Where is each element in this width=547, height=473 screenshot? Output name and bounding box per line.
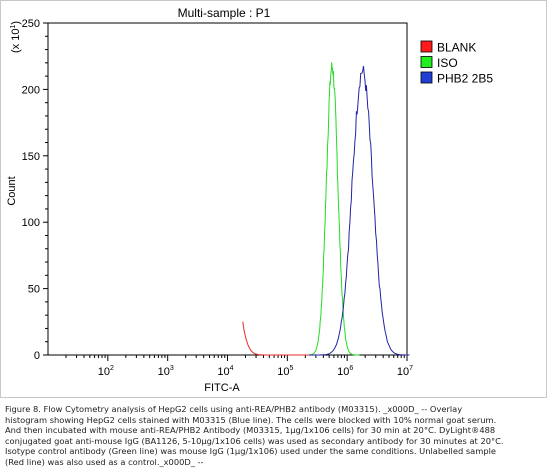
figure-caption: Figure 8. Flow Cytometry analysis of Hep… — [5, 404, 504, 467]
legend-swatch — [420, 71, 433, 84]
legend-label: PHB2 2B5 — [437, 72, 493, 86]
histogram-chart: Multi-sample : P1 (x 101) Count 0 50 100 15… — [6, 6, 493, 394]
y-axis-label: Count — [6, 176, 18, 205]
chart-title: Multi-sample : P1 — [178, 6, 271, 20]
y-tick-label: 0 — [34, 350, 40, 362]
x-axis-label: FITC-A — [204, 382, 240, 394]
x-tick-label: 106 — [337, 365, 353, 378]
y-tick-label: 250 — [22, 18, 40, 30]
series-line-phb2-2b5 — [309, 65, 410, 356]
x-tick-label: 104 — [217, 365, 233, 378]
plot-frame — [47, 22, 408, 356]
legend-swatch — [420, 56, 433, 68]
x-tick-label: 105 — [277, 365, 293, 378]
plot-area: 0 50 100 150 200 250 102 103 104 105 106 107 — [22, 18, 414, 378]
y-tick-label: 50 — [28, 284, 40, 296]
y-tick-label: 100 — [22, 217, 40, 229]
legend-swatch — [420, 40, 433, 53]
x-tick-label: 102 — [98, 365, 114, 378]
y-tick-label: 150 — [22, 151, 40, 163]
y-multiplier-label: (x 101) — [10, 21, 22, 53]
figure-panel: Multi-sample : P1 (x 101) Count 0 50 100 15… — [0, 0, 547, 398]
series-line-blank — [242, 321, 322, 356]
y-tick-label: 200 — [22, 84, 40, 96]
x-tick-label: 103 — [158, 365, 174, 378]
legend-label: ISO — [437, 56, 458, 70]
legend-label: BLANK — [437, 41, 476, 55]
series-line-iso — [309, 62, 360, 356]
x-tick-label: 107 — [397, 365, 413, 378]
